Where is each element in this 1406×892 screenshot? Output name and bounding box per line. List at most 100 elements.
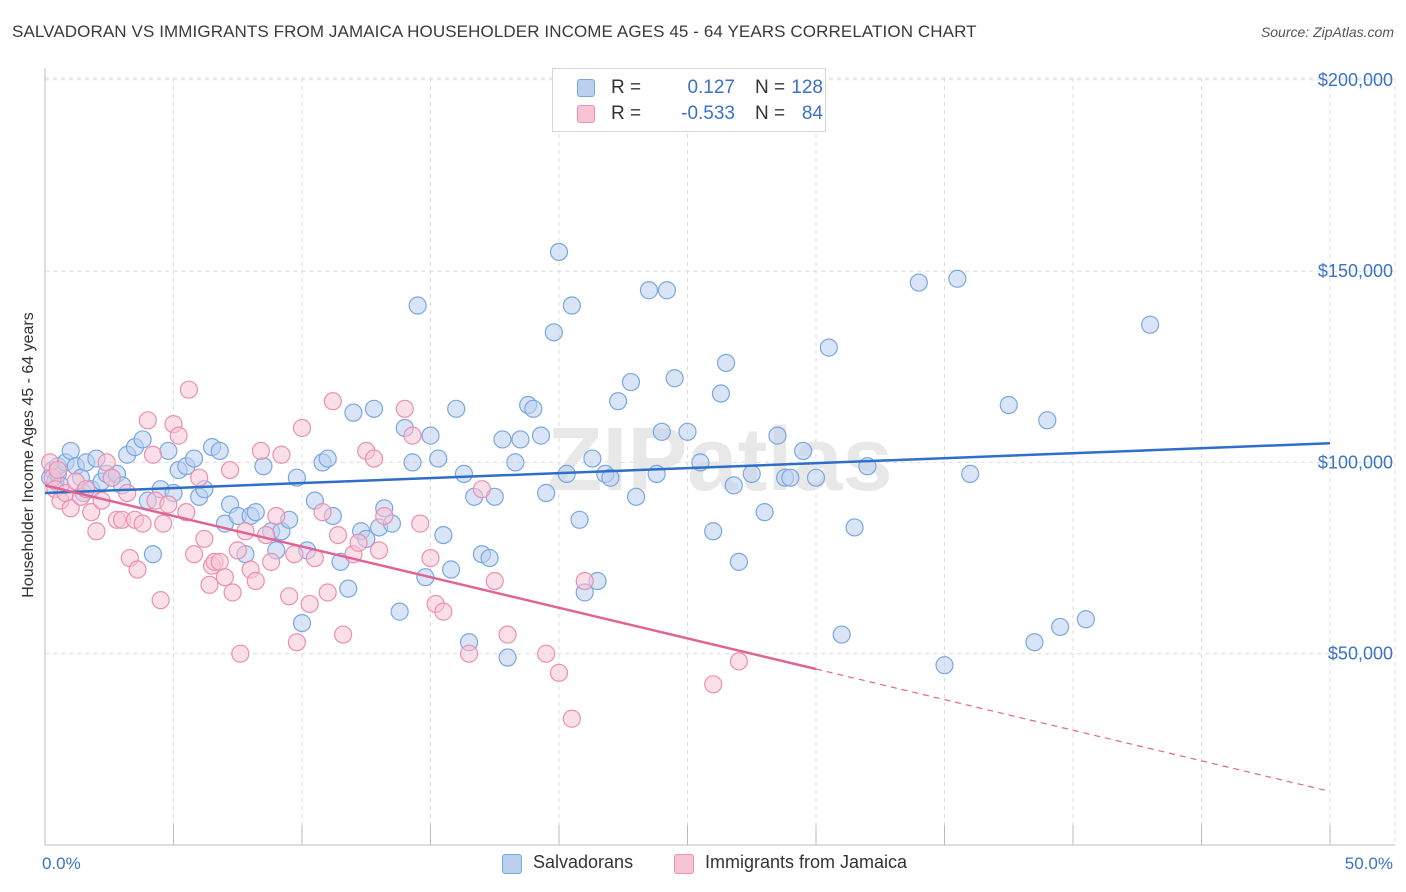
- point-jamaica: [300, 594, 319, 614]
- point-salvadoran: [403, 453, 422, 472]
- point-salvadoran: [408, 296, 427, 315]
- trend-line-salvadorans: [44, 442, 1331, 495]
- legend-r-label: R =: [611, 77, 642, 98]
- point-jamaica: [223, 583, 242, 602]
- point-salvadoran: [832, 625, 851, 644]
- point-jamaica: [292, 418, 312, 438]
- trend-lines: [44, 442, 1331, 793]
- point-salvadoran: [318, 449, 337, 468]
- point-salvadoran: [609, 392, 628, 411]
- point-salvadoran: [133, 430, 152, 449]
- point-jamaica: [87, 522, 106, 541]
- y-tick-label: $100,000: [1318, 452, 1393, 472]
- point-salvadoran: [1038, 411, 1057, 430]
- legend-n-label: N =: [755, 77, 786, 98]
- point-salvadoran: [143, 545, 163, 564]
- point-salvadoran: [657, 281, 677, 300]
- point-jamaica: [82, 503, 101, 522]
- point-jamaica: [403, 426, 422, 445]
- point-salvadoran: [1140, 315, 1160, 334]
- point-salvadoran: [531, 426, 551, 445]
- point-jamaica: [313, 503, 332, 522]
- point-salvadoran: [254, 457, 273, 476]
- source-label: Source: ZipAtlas.com: [1260, 24, 1394, 40]
- point-salvadoran: [511, 430, 530, 449]
- legend-r-value: -0.533: [681, 103, 735, 124]
- point-jamaica: [190, 468, 209, 487]
- point-jamaica: [704, 675, 723, 694]
- point-salvadoran: [524, 399, 543, 418]
- point-salvadoran: [447, 399, 466, 418]
- point-jamaica: [128, 560, 147, 579]
- point-jamaica: [195, 529, 214, 549]
- point-salvadoran: [537, 483, 556, 503]
- point-salvadoran: [781, 468, 800, 487]
- point-salvadoran: [742, 464, 761, 483]
- point-salvadoran: [845, 518, 864, 537]
- point-salvadoran: [61, 441, 80, 461]
- point-salvadoran: [364, 399, 384, 418]
- legend-label-salvadorans: Salvadorans: [533, 852, 634, 872]
- point-salvadoran: [711, 384, 731, 403]
- point-salvadoran: [755, 503, 774, 522]
- point-salvadoran: [1025, 633, 1044, 652]
- point-jamaica: [370, 541, 389, 560]
- legend-swatch-pink: [577, 105, 595, 123]
- point-salvadoran: [948, 269, 967, 288]
- point-jamaica: [231, 644, 250, 663]
- point-jamaica: [200, 575, 219, 594]
- point-salvadoran: [806, 468, 826, 487]
- x-tick-label-min: 0.0%: [42, 854, 81, 873]
- point-salvadoran: [421, 426, 440, 445]
- y-tick-label: $50,000: [1328, 644, 1393, 664]
- point-jamaica: [537, 644, 556, 663]
- point-salvadoran: [961, 464, 980, 483]
- correlation-legend: R = 0.127 N = 128 R = -0.533 N = 84: [552, 68, 826, 132]
- point-jamaica: [549, 663, 569, 682]
- point-salvadoran: [639, 281, 659, 300]
- point-jamaica: [323, 392, 342, 411]
- point-salvadoran: [339, 579, 358, 598]
- point-salvadoran: [184, 449, 204, 468]
- point-jamaica: [562, 709, 581, 728]
- point-jamaica: [184, 545, 204, 564]
- point-jamaica: [251, 441, 270, 461]
- point-jamaica: [151, 591, 170, 610]
- point-jamaica: [395, 399, 414, 418]
- point-jamaica: [118, 483, 137, 503]
- point-salvadoran: [1051, 617, 1070, 637]
- point-jamaica: [575, 571, 594, 591]
- chart-title: SALVADORAN VS IMMIGRANTS FROM JAMAICA HO…: [12, 22, 977, 41]
- legend-swatch-blue: [577, 79, 595, 97]
- point-jamaica: [215, 568, 234, 587]
- point-salvadoran: [480, 548, 499, 568]
- point-salvadoran: [493, 430, 512, 449]
- point-salvadoran: [390, 602, 409, 621]
- point-jamaica: [262, 552, 281, 571]
- point-jamaica: [159, 495, 178, 514]
- point-salvadoran: [724, 476, 743, 495]
- point-jamaica: [138, 411, 157, 430]
- point-salvadoran: [819, 338, 838, 357]
- point-salvadoran: [434, 525, 453, 545]
- point-salvadoran: [210, 441, 229, 461]
- point-jamaica: [280, 587, 299, 606]
- point-salvadoran: [441, 560, 461, 579]
- legend-swatch-pink: [674, 854, 694, 874]
- point-salvadoran: [562, 296, 581, 315]
- point-jamaica: [267, 506, 286, 526]
- point-salvadoran: [159, 441, 178, 461]
- point-jamaica: [375, 506, 394, 526]
- point-jamaica: [154, 514, 173, 533]
- trend-line-jamaica-extension: [815, 668, 1331, 793]
- point-salvadoran: [716, 353, 736, 373]
- point-jamaica: [421, 548, 440, 568]
- data-points: [41, 242, 1160, 728]
- point-salvadoran: [621, 372, 641, 392]
- point-jamaica: [256, 525, 276, 545]
- point-salvadoran: [768, 426, 787, 445]
- point-salvadoran: [583, 449, 602, 468]
- x-tick-label-max: 50.0%: [1345, 854, 1393, 873]
- point-salvadoran: [544, 323, 563, 342]
- point-jamaica: [246, 571, 265, 591]
